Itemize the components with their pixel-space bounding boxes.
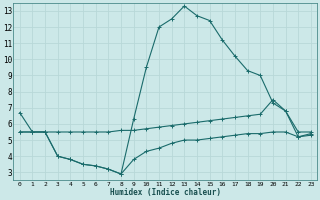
X-axis label: Humidex (Indice chaleur): Humidex (Indice chaleur) bbox=[110, 188, 221, 197]
